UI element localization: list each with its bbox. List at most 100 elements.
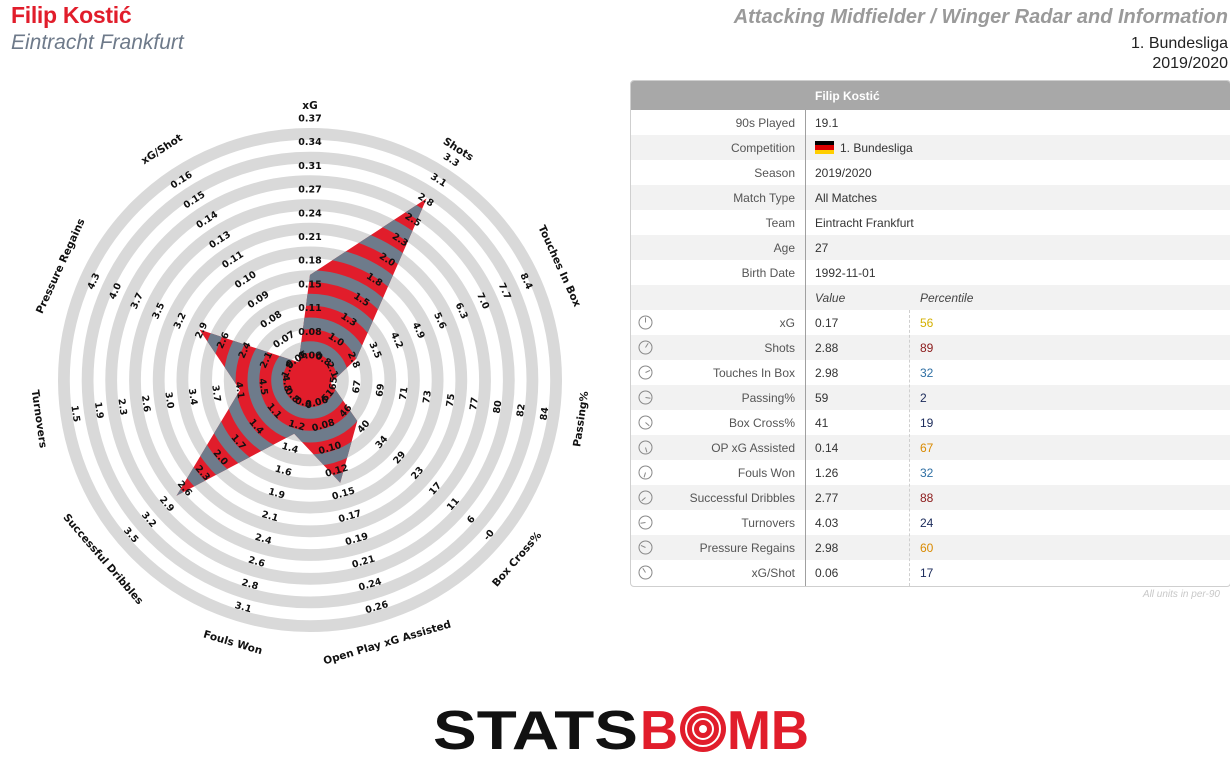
table-row: xG/Shot 0.06 17	[631, 560, 1230, 585]
radar-axis-name: Turnovers	[29, 389, 49, 449]
row-value: All Matches	[815, 191, 878, 205]
metric-label: Fouls Won	[737, 466, 795, 480]
metric-value: 2.98	[815, 366, 839, 380]
radar-tick-label: 0.18	[298, 256, 322, 267]
radar-axis-name: Successful Dribbles	[60, 512, 145, 607]
radar-tick-label: 2.4	[254, 532, 274, 547]
radar-tick-label: 0.08	[298, 327, 322, 338]
radar-tick-label: 77	[468, 396, 481, 411]
radar-tick-label: 0.34	[298, 137, 322, 148]
dial-icon	[638, 390, 653, 405]
radar-tick-label: 2.3	[115, 398, 128, 416]
dial-icon	[638, 540, 653, 555]
row-value: Eintracht Frankfurt	[815, 216, 914, 230]
metric-percentile: 17	[920, 566, 934, 580]
dial-icon	[638, 315, 653, 330]
table-row: Birth Date 1992-11-01	[631, 260, 1230, 285]
radar-tick-label: 71	[398, 386, 411, 401]
metric-value: 2.77	[815, 491, 839, 505]
metric-label: Touches In Box	[712, 366, 795, 380]
row-label: 90s Played	[735, 116, 795, 130]
radar-center	[289, 359, 331, 401]
table-row: Match Type All Matches	[631, 185, 1230, 210]
row-label: Season	[754, 166, 795, 180]
logo-target-icon	[680, 706, 726, 752]
table-row: Shots 2.88 89	[631, 335, 1230, 360]
radar-chart: 0.06 0.08 0.11 0.15 0.18 0.21 0.24 0.27 0.31 0.34…	[29, 100, 592, 667]
table-row: xG 0.17 56	[631, 310, 1230, 335]
radar-tick-label: 1.5	[68, 405, 81, 423]
table-header-title: Filip Kostić	[815, 89, 880, 103]
radar-tick-label: 0.27	[298, 185, 321, 196]
radar-tick-label: 80	[492, 399, 505, 414]
dial-icon	[638, 465, 653, 480]
dial-icon	[638, 515, 653, 530]
radar-axis-name: xG/Shot	[139, 132, 185, 167]
radar-tick-label: 69	[374, 383, 387, 398]
radar-ring	[176, 246, 444, 514]
radar-tick-label: 0.15	[298, 279, 321, 290]
value-header: Value	[815, 291, 846, 305]
league-name: 1. Bundesliga	[1131, 35, 1228, 52]
percentile-header: Percentile	[920, 291, 974, 305]
radar-tick-label: 82	[515, 403, 528, 418]
metric-percentile: 60	[920, 541, 934, 555]
dial-icon	[638, 340, 653, 355]
season-label: 2019/2020	[1152, 55, 1228, 72]
statsbomb-logo: STATS B MB	[433, 700, 809, 756]
column-divider-dashed	[909, 310, 911, 586]
radar-tick-label: 3.4	[186, 388, 199, 407]
radar-tick-label: 1.9	[267, 486, 286, 501]
metric-label: Box Cross%	[728, 416, 795, 430]
dial-icon	[638, 490, 653, 505]
dial-icon	[638, 565, 653, 580]
dial-icon	[638, 415, 653, 430]
row-label: Age	[773, 241, 795, 255]
metric-percentile: 89	[920, 341, 934, 355]
metric-label: Pressure Regains	[699, 541, 795, 555]
metric-percentile: 2	[920, 391, 927, 405]
radar-ring	[152, 222, 468, 538]
metric-value: 0.06	[815, 566, 839, 580]
metric-label: xG	[779, 316, 795, 330]
row-value: 1. Bundesliga	[840, 141, 913, 155]
radar-tick-label: 1.6	[274, 464, 294, 479]
units-note: All units in per-90	[1142, 589, 1220, 600]
radar-tick-label: 4.8	[280, 374, 293, 393]
radar-tick-label: 3.7	[209, 384, 222, 402]
row-label: Match Type	[733, 191, 795, 205]
radar-tick-label: 0.37	[298, 114, 321, 125]
radar-tick-label: 3.1	[233, 600, 252, 615]
metric-label: Turnovers	[741, 516, 795, 530]
logo-text-b: B	[640, 700, 678, 756]
metric-value: 2.98	[815, 541, 839, 555]
metric-value: 1.26	[815, 466, 839, 480]
metric-percentile: 19	[920, 416, 934, 430]
table-row: Age 27	[631, 235, 1230, 260]
radar-tick-label: 1.9	[92, 401, 105, 419]
row-value: 2019/2020	[815, 166, 872, 180]
metric-value: 59	[815, 391, 829, 405]
column-divider	[805, 110, 806, 586]
metric-label: Passing%	[741, 391, 795, 405]
row-value: 19.1	[815, 116, 839, 130]
radar-title: Attacking Midfielder / Winger Radar and …	[733, 6, 1228, 28]
table-row: Competition 1. Bundesliga	[631, 135, 1230, 160]
radar-tick-label: 0.31	[298, 161, 321, 172]
radar-ring	[57, 127, 563, 633]
table-row: Season 2019/2020	[631, 160, 1230, 185]
radar-tick-label: 2.6	[247, 555, 267, 570]
metric-label: Successful Dribbles	[689, 491, 795, 505]
row-label: Birth Date	[741, 266, 795, 280]
metric-percentile: 56	[920, 316, 934, 330]
player-name: Filip Kostić	[11, 2, 132, 28]
dial-icon	[638, 365, 653, 380]
table-row: Team Eintracht Frankfurt	[631, 210, 1230, 235]
radar-tick-label: 2.6	[139, 395, 152, 414]
metric-value: 41	[815, 416, 829, 430]
table-row: Pressure Regains 2.98 60	[631, 535, 1230, 560]
metric-value: 0.17	[815, 316, 839, 330]
radar-tick-label: 0.9	[294, 395, 313, 410]
metric-label: xG/Shot	[751, 566, 795, 580]
metric-percentile: 32	[920, 466, 934, 480]
